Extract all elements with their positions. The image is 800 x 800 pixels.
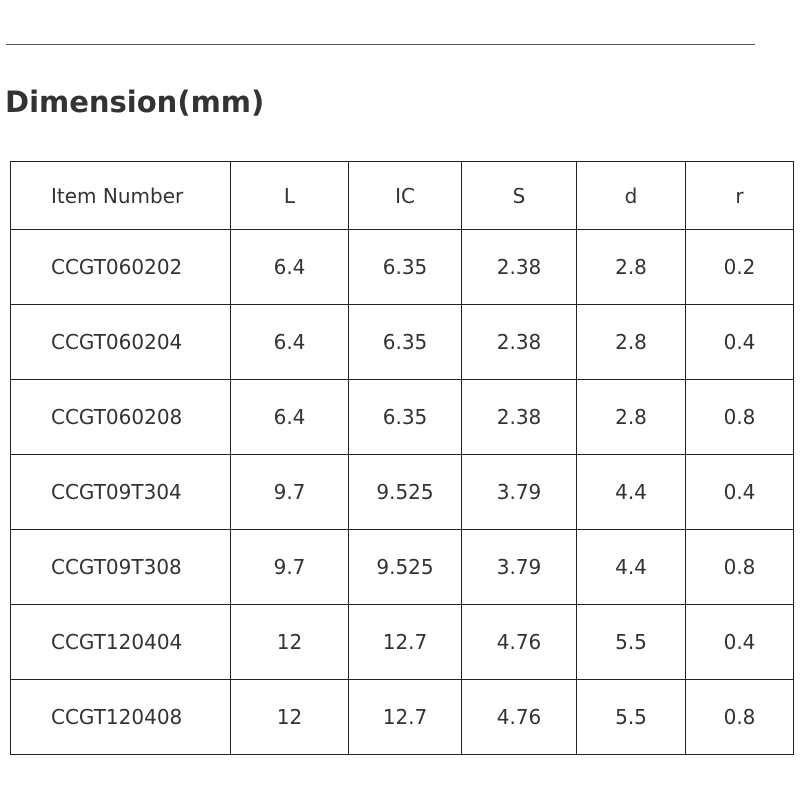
cell-item-number: CCGT060208 — [10, 379, 231, 455]
cell-l: 6.4 — [230, 229, 349, 305]
cell-item-number: CCGT060204 — [10, 304, 231, 380]
cell-r: 0.8 — [685, 379, 794, 455]
top-divider — [6, 44, 755, 45]
cell-d: 2.8 — [576, 304, 686, 380]
cell-ic: 9.525 — [348, 454, 462, 530]
cell-ic: 6.35 — [348, 304, 462, 380]
cell-d: 2.8 — [576, 379, 686, 455]
cell-d: 2.8 — [576, 229, 686, 305]
table-row: CCGT060208 6.4 6.35 2.38 2.8 0.8 — [10, 379, 794, 455]
cell-item-number: CCGT120404 — [10, 604, 231, 680]
cell-l: 12 — [230, 679, 349, 755]
cell-s: 3.79 — [461, 529, 577, 605]
table-row: CCGT120404 12 12.7 4.76 5.5 0.4 — [10, 604, 794, 680]
table-row: CCGT09T304 9.7 9.525 3.79 4.4 0.4 — [10, 454, 794, 530]
table-row: CCGT060204 6.4 6.35 2.38 2.8 0.4 — [10, 304, 794, 380]
cell-s: 2.38 — [461, 304, 577, 380]
cell-ic: 6.35 — [348, 379, 462, 455]
column-header-l: L — [230, 161, 349, 230]
cell-d: 4.4 — [576, 454, 686, 530]
cell-d: 5.5 — [576, 604, 686, 680]
column-header-item-number: Item Number — [10, 161, 231, 230]
cell-s: 2.38 — [461, 379, 577, 455]
cell-r: 0.4 — [685, 454, 794, 530]
cell-r: 0.8 — [685, 679, 794, 755]
cell-l: 9.7 — [230, 529, 349, 605]
cell-d: 5.5 — [576, 679, 686, 755]
cell-s: 4.76 — [461, 679, 577, 755]
table-header-row: Item Number L IC S d r — [10, 161, 794, 230]
cell-r: 0.4 — [685, 604, 794, 680]
table-row: CCGT09T308 9.7 9.525 3.79 4.4 0.8 — [10, 529, 794, 605]
table-row: CCGT060202 6.4 6.35 2.38 2.8 0.2 — [10, 229, 794, 305]
cell-s: 2.38 — [461, 229, 577, 305]
cell-ic: 12.7 — [348, 679, 462, 755]
cell-r: 0.8 — [685, 529, 794, 605]
page-title: Dimension(mm) — [5, 85, 265, 119]
column-header-ic: IC — [348, 161, 462, 230]
cell-l: 9.7 — [230, 454, 349, 530]
column-header-d: d — [576, 161, 686, 230]
cell-ic: 6.35 — [348, 229, 462, 305]
cell-item-number: CCGT09T304 — [10, 454, 231, 530]
cell-item-number: CCGT060202 — [10, 229, 231, 305]
cell-l: 6.4 — [230, 379, 349, 455]
column-header-r: r — [685, 161, 794, 230]
cell-r: 0.2 — [685, 229, 794, 305]
cell-d: 4.4 — [576, 529, 686, 605]
cell-l: 12 — [230, 604, 349, 680]
cell-item-number: CCGT120408 — [10, 679, 231, 755]
cell-r: 0.4 — [685, 304, 794, 380]
cell-s: 3.79 — [461, 454, 577, 530]
table-row: CCGT120408 12 12.7 4.76 5.5 0.8 — [10, 679, 794, 755]
cell-ic: 12.7 — [348, 604, 462, 680]
dimension-table: Item Number L IC S d r CCGT060202 6.4 6.… — [10, 161, 794, 755]
column-header-s: S — [461, 161, 577, 230]
cell-ic: 9.525 — [348, 529, 462, 605]
cell-l: 6.4 — [230, 304, 349, 380]
cell-item-number: CCGT09T308 — [10, 529, 231, 605]
cell-s: 4.76 — [461, 604, 577, 680]
